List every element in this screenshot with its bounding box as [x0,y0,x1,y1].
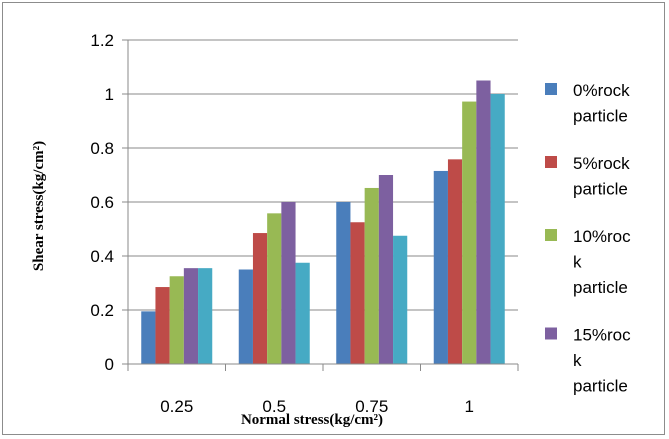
bar [350,222,365,364]
bar [141,311,156,364]
bar [295,262,310,364]
bar [433,170,448,364]
bar [447,159,463,364]
legend-label: k [573,351,582,370]
bar [336,202,351,364]
bar [364,187,379,364]
bar [252,233,268,364]
legend: 0%rock particle 5%rock particle 10%roc k parti… [545,81,631,396]
y-axis-title: Shear stress(kg/cm²) [31,141,47,271]
bar [155,287,170,364]
bar [378,175,394,364]
legend-swatch [545,327,557,340]
bar [238,269,253,364]
legend-swatch [545,83,557,95]
legend-label: particle [573,377,628,396]
bar [490,94,505,364]
x-axis-title: Normal stress(kg/cm²) [241,412,383,428]
bar [267,213,282,364]
y-tick-label: 0.8 [90,139,114,158]
y-tick-label: 1 [105,85,114,104]
legend-swatch [545,229,557,241]
bar [281,202,296,364]
x-tick-label: 0.75 [355,397,388,416]
axes [122,39,519,371]
x-tick-label: 0.5 [262,397,286,416]
legend-label: 5%rock [573,154,630,173]
legend-label: 10%roc [573,227,631,246]
y-tick-label: 0.2 [90,301,114,320]
legend-label: 15%roc [573,326,631,345]
y-tick-label: 1.2 [90,31,114,50]
bars [141,80,505,364]
legend-swatch [545,156,557,168]
y-tick-label: 0 [105,355,114,374]
bar [393,235,408,364]
bar [476,80,491,364]
bar [183,268,199,364]
legend-label: particle [573,180,628,199]
legend-label: particle [573,107,628,126]
x-tick-label: 1 [465,397,474,416]
legend-label: 0%rock [573,81,630,100]
chart-frame [2,2,665,435]
x-tick-label: 0.25 [160,397,193,416]
bar [462,101,477,364]
y-tick-label: 0.4 [90,247,114,266]
y-tick-label: 0.6 [90,193,114,212]
legend-label: k [573,253,582,272]
bar [198,268,213,364]
x-tick-labels: 0.25 0.5 0.75 1 [160,397,474,416]
legend-label: particle [573,278,628,297]
bar [169,276,184,364]
y-tick-labels: 0 0.2 0.4 0.6 0.8 1 1.2 [90,31,114,374]
